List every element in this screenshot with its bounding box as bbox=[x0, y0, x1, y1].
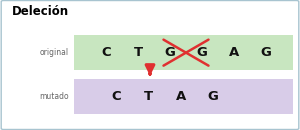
Text: G: G bbox=[207, 90, 218, 103]
Text: mutado: mutado bbox=[39, 92, 69, 101]
Text: C: C bbox=[102, 46, 111, 59]
Text: C: C bbox=[112, 90, 121, 103]
Text: A: A bbox=[229, 46, 239, 59]
Text: Deleción: Deleción bbox=[12, 5, 69, 18]
Bar bbox=[74, 79, 292, 114]
Text: A: A bbox=[176, 90, 186, 103]
Bar bbox=[74, 35, 292, 70]
FancyBboxPatch shape bbox=[1, 1, 299, 129]
Text: T: T bbox=[134, 46, 143, 59]
Text: original: original bbox=[40, 48, 69, 57]
Text: G: G bbox=[196, 46, 207, 59]
Text: T: T bbox=[144, 90, 153, 103]
Text: G: G bbox=[165, 46, 176, 59]
Text: G: G bbox=[260, 46, 271, 59]
